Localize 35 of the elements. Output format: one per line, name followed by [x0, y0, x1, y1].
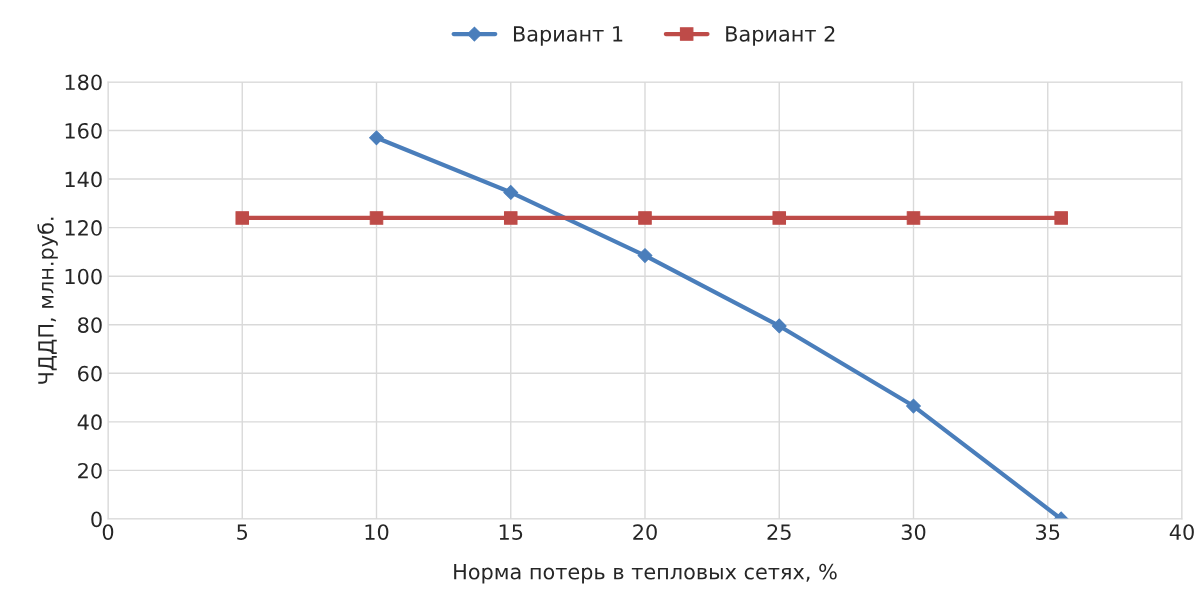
x-tick-label: 0	[102, 524, 114, 540]
point	[369, 211, 384, 225]
x-tick-label: 5	[237, 524, 248, 540]
y-tick-label: 140	[65, 171, 102, 188]
y-tick-label: 80	[78, 317, 102, 333]
y-tick-label: 180	[65, 74, 102, 91]
y-tick-label: 40	[77, 414, 102, 431]
y-tick-label: 100	[65, 268, 102, 285]
x-tick-label: 20	[633, 524, 657, 540]
legend-label: Вариант 2	[726, 25, 835, 46]
point	[638, 211, 652, 225]
y-axis-title: ЧДДП, млн.руб.	[37, 217, 58, 384]
point	[906, 398, 921, 414]
point	[503, 185, 519, 200]
y-tick-label: 20	[78, 462, 102, 479]
y-tick-label: 120	[65, 220, 102, 236]
x-tick-label: 40	[1169, 524, 1194, 540]
legend-label: Вариант 1	[513, 26, 623, 46]
point	[235, 211, 250, 225]
x-axis-title: Норма потерь в тепловых сетях, %	[454, 563, 837, 584]
x-tick-label: 15	[499, 524, 523, 540]
x-tick-label: 35	[1036, 524, 1060, 540]
y-tick-label: 160	[65, 122, 102, 139]
point	[369, 130, 384, 146]
y-tick-label: 0	[91, 511, 102, 528]
point	[906, 211, 921, 225]
point	[771, 318, 787, 334]
point	[637, 248, 653, 263]
point	[1054, 211, 1068, 225]
x-tick-label: 10	[365, 524, 389, 540]
x-tick-label: 30	[901, 524, 926, 540]
point	[503, 211, 518, 225]
x-tick-label: 25	[767, 524, 791, 540]
y-tick-label: 60	[78, 365, 102, 382]
point	[772, 211, 787, 225]
